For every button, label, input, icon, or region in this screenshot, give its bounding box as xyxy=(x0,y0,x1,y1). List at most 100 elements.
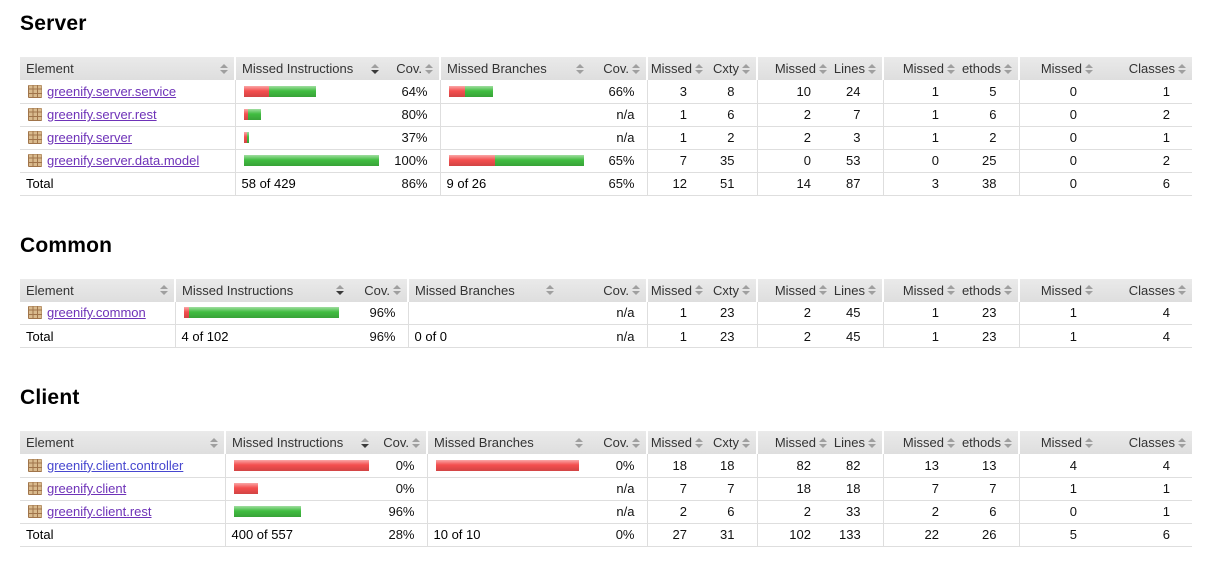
column-header-lines[interactable]: Lines xyxy=(833,57,883,80)
column-header-methods[interactable]: Methods xyxy=(961,431,1019,454)
section-server: Server Element Missed Instructions Cov. … xyxy=(20,12,1192,196)
package-link[interactable]: greenify.server xyxy=(47,130,133,145)
branch-coverage-cell: 65% xyxy=(590,149,647,173)
package-link[interactable]: greenify.server.service xyxy=(47,83,177,99)
column-header-classes[interactable]: Classes xyxy=(1099,57,1192,80)
coverage-bar xyxy=(243,155,379,166)
column-header-cxty[interactable]: Cxty xyxy=(709,57,757,80)
column-header-methods[interactable]: Methods xyxy=(961,57,1019,80)
package-link[interactable]: greenify.client xyxy=(47,481,127,496)
branch-coverage-cell: n/a xyxy=(589,500,647,524)
column-header-missed-instructions[interactable]: Missed Instructions xyxy=(234,57,385,80)
sort-arrows-icon xyxy=(868,63,876,74)
coverage-table-client: Element Missed Instructions Cov. Missed … xyxy=(20,431,1192,547)
column-header-classes[interactable]: Classes xyxy=(1099,278,1192,302)
column-header-missed-methods[interactable]: Missed xyxy=(882,57,961,80)
column-header-lines[interactable]: Lines xyxy=(833,431,883,454)
branches-bar-cell xyxy=(439,149,590,173)
sort-arrows-icon xyxy=(947,437,955,448)
column-header-missed-lines[interactable]: Missed xyxy=(756,278,833,302)
column-header-missed-classes[interactable]: Missed xyxy=(1018,431,1099,454)
column-header-missed-cxty[interactable]: Missed xyxy=(646,431,709,454)
column-header-instruction-coverage[interactable]: Cov. xyxy=(350,278,408,302)
column-header-lines[interactable]: Lines xyxy=(833,278,883,302)
total-instructions: 58 of 429 xyxy=(234,172,385,196)
element-cell: greenify.client.rest xyxy=(20,500,225,524)
column-header-instruction-coverage[interactable]: Cov. xyxy=(375,431,427,454)
cxty-cell: 35 xyxy=(709,149,757,173)
column-header-instruction-coverage[interactable]: Cov. xyxy=(385,57,440,80)
total-classes: 4 xyxy=(1099,324,1192,348)
branch-coverage-cell: 0% xyxy=(589,454,647,478)
column-header-missed-branches[interactable]: Missed Branches xyxy=(426,431,589,454)
instructions-bar-cell xyxy=(224,477,375,501)
missed-segment xyxy=(183,307,189,319)
column-header-missed-methods[interactable]: Missed xyxy=(882,278,961,302)
sort-arrows-icon xyxy=(575,437,583,448)
total-missed-cxty: 27 xyxy=(646,523,709,547)
column-header-missed-instructions[interactable]: Missed Instructions xyxy=(224,431,375,454)
section-title-client: Client xyxy=(20,386,80,409)
column-header-missed-classes[interactable]: Missed xyxy=(1018,278,1099,302)
total-instructions: 4 of 102 xyxy=(174,324,350,348)
missed-methods-cell: 7 xyxy=(882,477,961,501)
total-missed-cxty: 12 xyxy=(646,172,709,196)
column-header-missed-cxty[interactable]: Missed xyxy=(646,57,709,80)
column-header-missed-methods[interactable]: Missed xyxy=(882,431,961,454)
column-header-cxty[interactable]: Cxty xyxy=(709,278,757,302)
sort-arrows-icon xyxy=(695,437,703,448)
package-link[interactable]: greenify.server.rest xyxy=(47,107,157,122)
sort-desc-active-icon xyxy=(361,437,369,448)
branch-coverage-cell: n/a xyxy=(590,103,647,127)
instructions-bar-cell xyxy=(234,126,385,150)
column-header-missed-branches[interactable]: Missed Branches xyxy=(439,57,590,80)
column-header-element[interactable]: Element xyxy=(20,278,175,302)
methods-cell: 5 xyxy=(961,80,1019,104)
column-header-classes[interactable]: Classes xyxy=(1099,431,1192,454)
table-row: greenify.client.rest 96% n/a 2 6 2 33 2 … xyxy=(20,500,1192,524)
element-cell: greenify.server.data.model xyxy=(20,149,235,173)
classes-cell: 4 xyxy=(1099,454,1192,478)
element-cell: greenify.server xyxy=(20,126,235,150)
package-link[interactable]: greenify.client.controller xyxy=(47,457,184,473)
package-icon xyxy=(28,131,42,144)
sort-arrows-icon xyxy=(576,63,584,74)
missed-classes-cell: 0 xyxy=(1018,500,1099,524)
total-missed-lines: 2 xyxy=(756,324,833,348)
coverage-bar xyxy=(243,132,380,143)
package-icon xyxy=(28,482,42,495)
column-header-missed-cxty[interactable]: Missed xyxy=(646,278,709,302)
instruction-coverage-cell: 0% xyxy=(375,454,427,478)
sort-arrows-icon xyxy=(210,437,218,448)
column-header-methods[interactable]: Methods xyxy=(961,278,1019,302)
column-header-missed-lines[interactable]: Missed xyxy=(756,431,833,454)
column-header-branch-coverage[interactable]: Cov. xyxy=(560,278,647,302)
column-header-missed-lines[interactable]: Missed xyxy=(756,57,833,80)
package-link[interactable]: greenify.client.rest xyxy=(47,504,152,519)
methods-cell: 6 xyxy=(961,500,1019,524)
instruction-coverage-cell: 64% xyxy=(385,80,440,104)
column-header-branch-coverage[interactable]: Cov. xyxy=(589,431,647,454)
column-header-element[interactable]: Element xyxy=(20,57,235,80)
package-icon xyxy=(28,108,42,121)
column-header-missed-classes[interactable]: Missed xyxy=(1018,57,1099,80)
element-cell: greenify.server.service xyxy=(20,80,235,104)
missed-lines-cell: 10 xyxy=(756,80,833,104)
column-header-missed-instructions[interactable]: Missed Instructions xyxy=(174,278,350,302)
covered-segment xyxy=(494,155,584,166)
package-link[interactable]: greenify.common xyxy=(47,305,146,321)
column-header-branch-coverage[interactable]: Cov. xyxy=(590,57,647,80)
package-link[interactable]: greenify.server.data.model xyxy=(47,153,200,168)
missed-lines-cell: 2 xyxy=(756,500,833,524)
column-header-cxty[interactable]: Cxty xyxy=(709,431,757,454)
total-missed-cxty: 1 xyxy=(646,324,709,348)
missed-lines-cell: 2 xyxy=(756,103,833,127)
missed-classes-cell: 0 xyxy=(1018,149,1099,173)
methods-cell: 23 xyxy=(961,301,1019,325)
column-header-element[interactable]: Element xyxy=(20,431,225,454)
sort-arrows-icon xyxy=(947,63,955,74)
instruction-coverage-cell: 96% xyxy=(375,500,427,524)
table-row: greenify.common 96% n/a 1 23 2 45 1 23 1… xyxy=(20,301,1192,325)
column-header-missed-branches[interactable]: Missed Branches xyxy=(407,278,560,302)
section-title-server: Server xyxy=(20,12,87,35)
